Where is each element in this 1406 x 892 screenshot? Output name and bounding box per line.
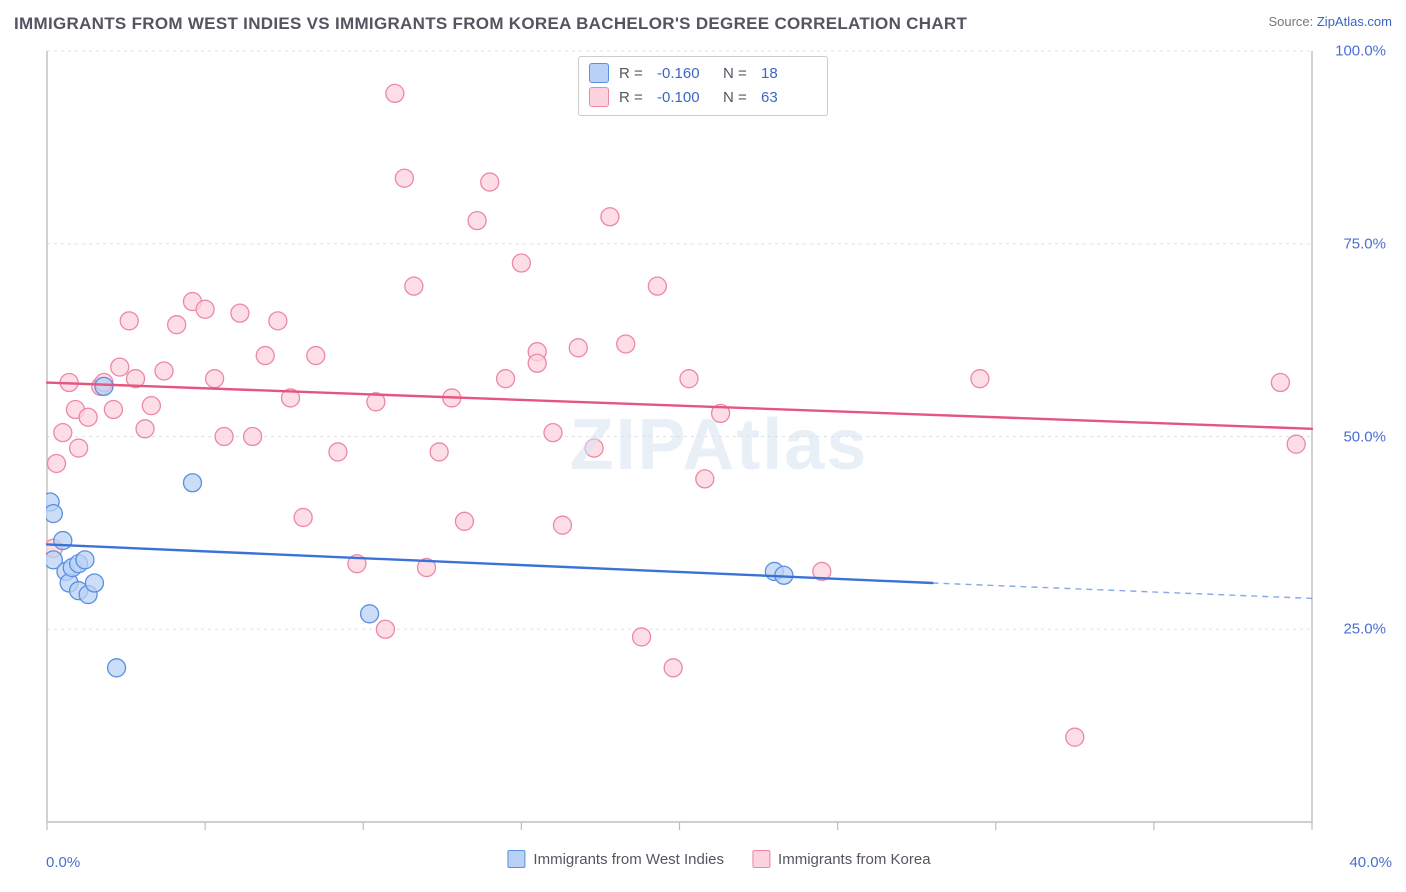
- scatter-chart-svg: [46, 50, 1392, 840]
- y-tick-label: 25.0%: [1343, 621, 1386, 638]
- stats-row-west-indies: R = -0.160 N = 18: [589, 61, 817, 85]
- stats-N-label: N =: [723, 65, 751, 82]
- x-axis-row: 0.0% Immigrants from West Indies Immigra…: [46, 846, 1392, 884]
- legend-swatch-west-indies: [507, 850, 525, 868]
- stats-legend-box: R = -0.160 N = 18 R = -0.100 N = 63: [578, 56, 828, 116]
- y-tick-label: 100.0%: [1335, 43, 1386, 60]
- legend-label-korea: Immigrants from Korea: [778, 851, 931, 868]
- title-bar: IMMIGRANTS FROM WEST INDIES VS IMMIGRANT…: [14, 14, 1392, 34]
- x-tick-label-max: 40.0%: [1349, 854, 1392, 871]
- y-tick-label: 75.0%: [1343, 235, 1386, 252]
- legend-item-west-indies: Immigrants from West Indies: [507, 850, 724, 868]
- plot-area: ZIPAtlas 25.0%50.0%75.0%100.0%: [46, 50, 1392, 840]
- legend-label-west-indies: Immigrants from West Indies: [533, 851, 724, 868]
- source-link[interactable]: ZipAtlas.com: [1317, 14, 1392, 29]
- bottom-legend: Immigrants from West Indies Immigrants f…: [507, 850, 930, 868]
- x-tick-label-min: 0.0%: [46, 854, 80, 871]
- source-attribution: Source: ZipAtlas.com: [1268, 14, 1392, 29]
- stats-row-korea: R = -0.100 N = 63: [589, 85, 817, 109]
- source-prefix: Source:: [1268, 14, 1316, 29]
- stats-N-value-korea: 63: [761, 89, 817, 106]
- stats-N-label: N =: [723, 89, 751, 106]
- stats-swatch-korea: [589, 87, 609, 107]
- stats-R-label: R =: [619, 89, 647, 106]
- legend-swatch-korea: [752, 850, 770, 868]
- stats-R-value-west-indies: -0.160: [657, 65, 713, 82]
- stats-swatch-west-indies: [589, 63, 609, 83]
- legend-item-korea: Immigrants from Korea: [752, 850, 931, 868]
- stats-R-value-korea: -0.100: [657, 89, 713, 106]
- stats-R-label: R =: [619, 65, 647, 82]
- stats-N-value-west-indies: 18: [761, 65, 817, 82]
- y-tick-label: 50.0%: [1343, 428, 1386, 445]
- chart-title: IMMIGRANTS FROM WEST INDIES VS IMMIGRANT…: [14, 14, 967, 34]
